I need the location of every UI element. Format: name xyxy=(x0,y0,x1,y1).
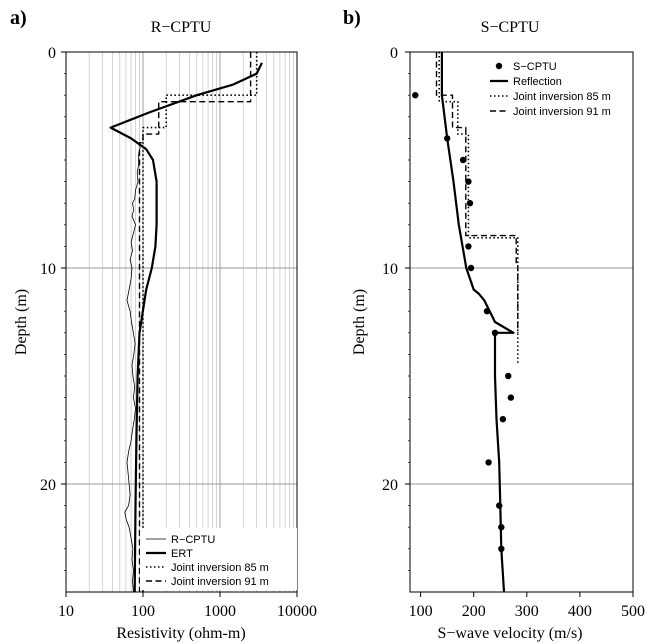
legend-label-joint-inversion-91-m: Joint inversion 91 m xyxy=(171,576,269,588)
legend-swatch-s-cptu xyxy=(495,62,503,70)
point-s-cptu xyxy=(485,459,492,466)
series-reflection xyxy=(440,52,515,592)
point-s-cptu xyxy=(465,178,472,185)
panel-b-letter: b) xyxy=(343,7,361,29)
panel-a-xtick-label: 10 xyxy=(58,603,74,620)
panel-b-ytick-label: 20 xyxy=(382,477,398,494)
panel-a-ytick-label: 10 xyxy=(40,261,56,278)
panel-b-series xyxy=(412,52,519,592)
panel-b-ylabel: Depth (m) xyxy=(351,289,368,355)
panel-b-ytick-label: 10 xyxy=(382,261,398,278)
panel-a-letter: a) xyxy=(10,7,27,29)
panel-b-xlabel: S−wave velocity (m/s) xyxy=(438,625,583,642)
panel-a-ytick-label: 0 xyxy=(48,45,56,62)
point-s-cptu xyxy=(465,243,472,250)
legend-label-joint-inversion-91-m: Joint inversion 91 m xyxy=(513,106,611,118)
series-joint-inversion-85-m xyxy=(142,52,258,592)
panel-b-xtick-label: 100 xyxy=(409,603,433,620)
legend-label-reflection: Reflection xyxy=(513,76,562,88)
panel-b-xtick-label: 500 xyxy=(621,603,645,620)
panel-a-frame xyxy=(65,51,298,593)
panel-a-legend: R−CPTU ERT Joint inversion 85 m Joint inver… xyxy=(140,528,297,590)
series-joint-inversion-85-m xyxy=(438,52,519,366)
panel-a-xtick-label: 1000 xyxy=(204,603,236,620)
panel-a-ylabel: Depth (m) xyxy=(13,289,30,355)
legend-label-joint-inversion-85-m: Joint inversion 85 m xyxy=(513,91,611,103)
legend-label-s-cptu: S−CPTU xyxy=(513,61,557,73)
panel-b-frame xyxy=(409,51,634,593)
panel-a-xtick-label: 10000 xyxy=(277,603,317,620)
legend-label-joint-inversion-85-m: Joint inversion 85 m xyxy=(171,562,269,574)
point-s-cptu xyxy=(505,372,512,380)
panel-a-xlabel: Resistivity (ohm-m) xyxy=(116,625,245,642)
legend-label-ert: ERT xyxy=(171,548,193,560)
panel-a-legend-bg xyxy=(140,528,297,590)
series-ert xyxy=(109,62,263,592)
panel-a-ticks: 10 100 1000 10000 0 10 20 xyxy=(40,45,317,620)
series-joint-inversion-91-m xyxy=(435,52,519,333)
panel-b-ytick-label: 0 xyxy=(390,45,398,62)
panel-b-xtick-label: 300 xyxy=(515,603,539,620)
point-s-cptu xyxy=(467,264,475,272)
series-r-cptu xyxy=(124,146,141,592)
point-s-cptu xyxy=(459,156,467,164)
panel-b-title: S−CPTU xyxy=(481,19,540,36)
point-s-cptu xyxy=(466,200,474,207)
panel-b-legend: S−CPTU Reflection Joint inversion 85 m Join… xyxy=(486,55,632,118)
panel-b-legend-bg xyxy=(486,55,632,117)
legend-label-r-cptu: R−CPTU xyxy=(171,534,215,546)
panel-b-xtick-label: 200 xyxy=(462,603,486,620)
point-s-cptu xyxy=(507,394,515,401)
point-s-cptu xyxy=(412,92,419,99)
panel-b-grid xyxy=(410,267,633,485)
velocity-panel: b) S−CPTU 100 200 300 400 500 0 10 20 S−wave ve… xyxy=(343,7,645,642)
series-joint-inversion-91-m xyxy=(138,52,252,592)
panel-a-xtick-label: 100 xyxy=(131,603,155,620)
resistivity-panel: a) R−CPTU 10 100 1000 10000 0 10 20 Resistivit… xyxy=(10,7,317,642)
panel-b-xtick-label: 400 xyxy=(568,603,592,620)
panel-a-grid xyxy=(66,52,297,592)
point-s-cptu xyxy=(499,416,507,423)
panel-a-title: R−CPTU xyxy=(151,19,212,36)
panel-b-ticks: 100 200 300 400 500 0 10 20 xyxy=(382,45,645,620)
panel-a-series xyxy=(109,52,263,592)
panel-a-ytick-label: 20 xyxy=(40,477,56,494)
